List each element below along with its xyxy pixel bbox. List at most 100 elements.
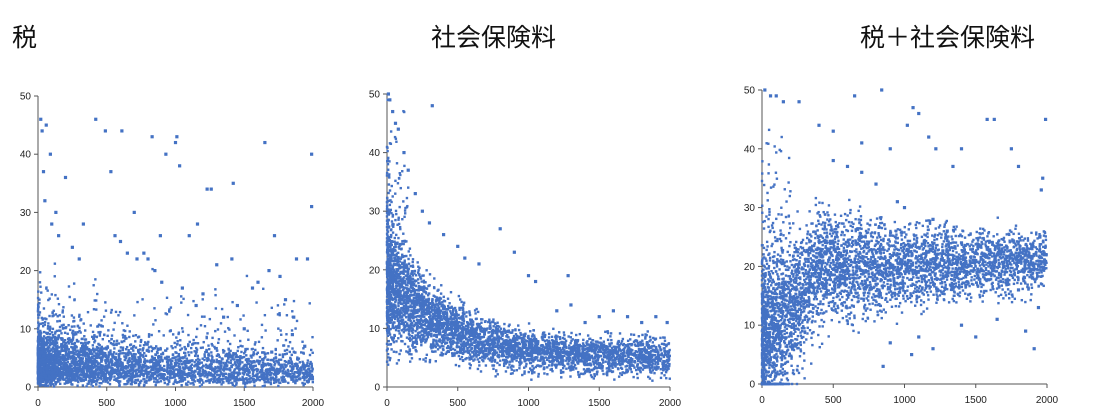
scatter-point: [92, 370, 95, 374]
scatter-point: [575, 341, 578, 344]
scatter-point: [254, 374, 257, 378]
scatter-point: [157, 330, 161, 333]
scatter-point: [187, 234, 191, 238]
scatter-point: [103, 368, 107, 371]
scatter-point: [188, 340, 191, 344]
scatter-point: [230, 257, 234, 261]
scatter-point: [113, 321, 116, 325]
scatter-point: [301, 340, 304, 343]
scatter-point: [121, 368, 124, 372]
scatter-point: [86, 341, 89, 344]
scatter-point: [244, 358, 248, 362]
scatter-point: [168, 330, 172, 333]
scatter-point: [285, 371, 288, 375]
scatter-point: [272, 367, 276, 370]
scatter-point: [49, 367, 53, 371]
scatter-point: [56, 345, 59, 349]
scatter-point: [290, 368, 294, 372]
scatter-point: [180, 374, 183, 377]
scatter-point: [125, 371, 128, 374]
scatter-point: [212, 359, 216, 362]
scatter-point: [36, 340, 40, 343]
scatter-point: [295, 362, 298, 366]
scatter-point: [230, 375, 234, 378]
scatter-point: [226, 364, 229, 367]
scatter-point: [37, 325, 40, 328]
scatter-point: [41, 170, 46, 174]
scatter-point: [188, 366, 191, 369]
scatter-point: [59, 360, 63, 363]
scatter-point: [213, 345, 216, 349]
scatter-point: [67, 342, 70, 345]
scatter-point: [592, 377, 595, 380]
scatter-point: [252, 370, 255, 373]
scatter-point: [195, 359, 198, 362]
scatter-point: [70, 350, 73, 354]
scatter-point: [169, 360, 173, 363]
scatter-point: [75, 338, 79, 342]
scatter-point: [175, 351, 178, 355]
scatter-point: [78, 373, 82, 376]
scatter-point: [247, 368, 250, 372]
scatter-point: [54, 365, 58, 368]
scatter-point: [396, 251, 400, 255]
scatter-point: [269, 363, 273, 366]
scatter-point: [264, 376, 268, 379]
scatter-point: [57, 380, 60, 383]
scatter-point: [132, 366, 135, 369]
scatter-point: [448, 302, 451, 305]
scatter-point: [273, 369, 276, 373]
scatter-point: [163, 381, 166, 385]
scatter-point: [96, 352, 99, 355]
y-tick-label: 0: [374, 383, 380, 394]
scatter-point: [582, 338, 585, 342]
scatter-point: [100, 357, 103, 360]
scatter-point: [227, 374, 231, 377]
scatter-point: [217, 360, 221, 363]
scatter-point: [176, 368, 180, 371]
scatter-point: [122, 377, 126, 380]
scatter-point: [81, 347, 84, 350]
scatter-point: [278, 312, 281, 315]
scatter-point: [240, 367, 243, 370]
scatter-point: [126, 369, 129, 373]
scatter-point: [466, 348, 469, 352]
scatter-point: [523, 340, 526, 344]
scatter-point: [112, 328, 115, 331]
scatter-point: [217, 369, 221, 372]
scatter-point: [266, 372, 270, 376]
scatter-point: [36, 377, 40, 380]
scatter-point: [174, 364, 177, 367]
scatter-point: [264, 377, 268, 381]
scatter-point: [533, 336, 536, 339]
scatter-point: [192, 371, 196, 374]
scatter-point: [154, 370, 157, 374]
scatter-point: [40, 291, 43, 294]
scatter-point: [266, 362, 270, 365]
scatter-point: [227, 347, 230, 350]
scatter-point: [239, 378, 242, 381]
y-tick-label: 30: [20, 208, 32, 219]
scatter-point: [158, 348, 162, 351]
scatter-point: [119, 375, 123, 379]
scatter-point: [56, 353, 59, 356]
scatter-point: [158, 234, 162, 238]
scatter-point: [93, 373, 96, 377]
scatter-point: [140, 368, 144, 372]
scatter-point: [118, 310, 122, 314]
scatter-point: [73, 298, 76, 301]
scatter-point: [155, 369, 158, 372]
scatter-point: [180, 347, 184, 350]
scatter-point: [91, 372, 95, 376]
scatter-point: [258, 355, 262, 359]
scatter-point: [115, 343, 118, 347]
scatter-point: [44, 348, 47, 351]
scatter-point: [94, 368, 98, 371]
scatter-point: [278, 353, 281, 357]
scatter-point: [143, 358, 146, 361]
scatter-point: [60, 349, 63, 352]
scatter-point: [83, 348, 86, 352]
scatter-point: [41, 368, 44, 371]
scatter-point: [40, 361, 43, 364]
scatter-point: [257, 378, 260, 381]
